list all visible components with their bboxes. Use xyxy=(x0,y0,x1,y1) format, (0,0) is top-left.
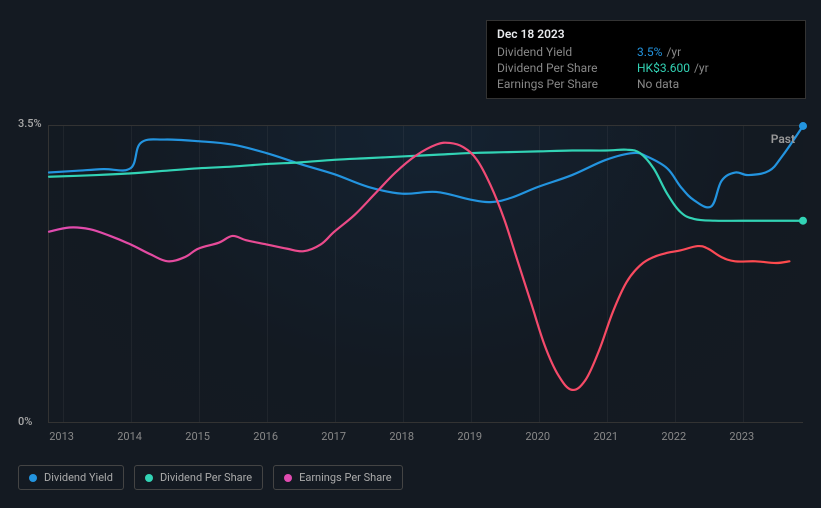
tooltip-unit: /yr xyxy=(694,61,709,75)
series-line xyxy=(49,126,803,207)
series-end-dot xyxy=(799,122,807,130)
legend-label: Dividend Per Share xyxy=(160,471,252,484)
tooltip-label: Dividend Yield xyxy=(497,45,637,59)
x-axis-label: 2014 xyxy=(117,430,142,443)
x-axis-label: 2021 xyxy=(593,430,618,443)
x-axis-label: 2015 xyxy=(185,430,210,443)
legend-label: Dividend Yield xyxy=(44,471,113,484)
legend-dot-icon xyxy=(29,474,37,482)
tooltip-value: No data xyxy=(637,77,679,91)
tooltip-row: Dividend Per ShareHK$3.600/yr xyxy=(497,60,795,76)
y-axis-label: 3.5% xyxy=(18,117,42,130)
tooltip-value: 3.5% xyxy=(637,45,662,59)
tooltip-unit: /yr xyxy=(666,45,681,59)
x-axis-label: 2013 xyxy=(49,430,74,443)
x-axis-label: 2022 xyxy=(661,430,686,443)
series-line xyxy=(49,143,789,390)
tooltip-label: Dividend Per Share xyxy=(497,61,637,75)
x-axis-label: 2020 xyxy=(525,430,550,443)
x-axis-label: 2019 xyxy=(457,430,482,443)
plot-region[interactable] xyxy=(48,125,803,423)
tooltip-value: HK$3.600 xyxy=(637,61,690,75)
series-end-dot xyxy=(799,217,807,225)
legend: Dividend Yield Dividend Per Share Earnings… xyxy=(18,465,403,490)
tooltip-label: Earnings Per Share xyxy=(497,77,637,91)
series-line xyxy=(49,150,803,221)
data-tooltip: Dec 18 2023 Dividend Yield3.5%/yrDividen… xyxy=(486,20,806,99)
x-axis-label: 2018 xyxy=(389,430,414,443)
y-axis-label: 0% xyxy=(18,415,32,428)
x-axis-label: 2023 xyxy=(729,430,754,443)
past-label: Past xyxy=(771,132,795,146)
legend-item[interactable]: Earnings Per Share xyxy=(273,465,403,490)
legend-item[interactable]: Dividend Yield xyxy=(18,465,124,490)
tooltip-date: Dec 18 2023 xyxy=(497,27,795,44)
x-axis-label: 2017 xyxy=(321,430,346,443)
legend-dot-icon xyxy=(145,474,153,482)
chart-area: 3.5% 0% Past 2013 2014 2015 2016 2017 2018 2019… xyxy=(18,110,803,458)
legend-item[interactable]: Dividend Per Share xyxy=(134,465,263,490)
legend-label: Earnings Per Share xyxy=(299,471,392,484)
x-axis-label: 2016 xyxy=(253,430,278,443)
tooltip-row: Dividend Yield3.5% /yr xyxy=(497,44,795,60)
legend-dot-icon xyxy=(284,474,292,482)
tooltip-row: Earnings Per ShareNo data xyxy=(497,76,795,92)
